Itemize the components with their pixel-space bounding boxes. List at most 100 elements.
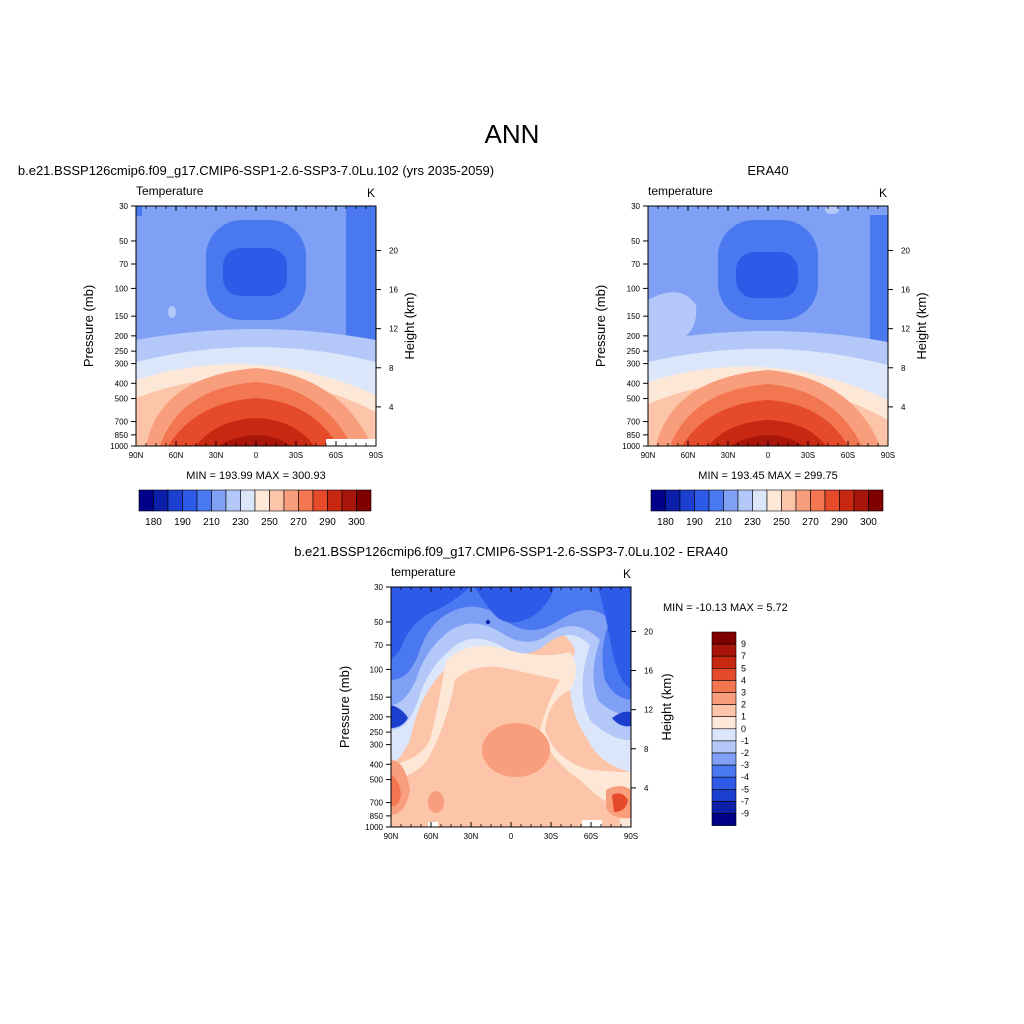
x-tick-label: 0 (254, 451, 259, 460)
main-title: ANN (485, 119, 540, 149)
colorbar-label: 5 (741, 663, 746, 673)
y-tick-label: 150 (370, 693, 384, 702)
colorbar-swatch (708, 489, 724, 512)
colorbar-label: -2 (741, 748, 749, 758)
colorbar-label: 3 (741, 688, 746, 698)
x-tick-label: 90N (641, 451, 656, 460)
colorbar-swatch (711, 788, 737, 802)
x-tick-label: 60N (424, 832, 439, 841)
x-tick-label: 90N (129, 451, 144, 460)
x-tick-label: 90S (369, 451, 383, 460)
colorbar-swatch (868, 489, 884, 512)
panel-title: ERA40 (747, 163, 788, 178)
colorbar-label: 290 (319, 517, 336, 528)
height-tick-label: 4 (901, 403, 906, 412)
colorbar-swatch (824, 489, 840, 512)
x-tick-label: 30N (464, 832, 479, 841)
height-tick-label: 12 (389, 325, 398, 334)
y-tick-label: 250 (115, 347, 129, 356)
panel-model: b.e21.BSSP126cmip6.f09_g17.CMIP6-SSP1-2.… (18, 163, 494, 528)
colorbar-swatch (711, 643, 737, 657)
y-tick-label: 100 (627, 284, 641, 293)
y-tick-label: 700 (115, 418, 129, 427)
colorbar-swatch (196, 489, 212, 512)
colorbar-swatch (853, 489, 869, 512)
panel-title: b.e21.BSSP126cmip6.f09_g17.CMIP6-SSP1-2.… (294, 544, 728, 559)
colorbar-label: -9 (741, 809, 749, 819)
colorbar-label: 250 (261, 517, 278, 528)
height-tick-label: 4 (389, 403, 394, 412)
colorbar-swatch (225, 489, 241, 512)
colorbar-swatch (711, 740, 737, 754)
colorbar-swatch (138, 489, 154, 512)
y-tick-label: 200 (115, 332, 129, 341)
colorbar-swatch (711, 704, 737, 717)
contour-field (391, 587, 631, 827)
y-tick-label: 300 (370, 741, 384, 750)
height-tick-label: 8 (389, 364, 394, 373)
axes: 90N 60N 30N 0 30S 60S 90S 30 50 70 100 150 200 250 300… (365, 583, 653, 841)
colorbar-label: 7 (741, 651, 746, 661)
colorbar-swatch (711, 776, 737, 790)
panel-units-label: K (623, 567, 631, 581)
min-max-label: MIN = 193.99 MAX = 300.93 (186, 470, 325, 482)
axes: 90N 60N 30N 0 30S 60S 90S 30 50 70 100 150 200 250 300… (110, 202, 398, 460)
colorbar-swatch (711, 655, 737, 669)
min-max-label: MIN = -10.13 MAX = 5.72 (663, 602, 788, 614)
colorbar-label: 210 (203, 517, 220, 528)
colorbar-label: 2 (741, 700, 746, 710)
y-tick-label: 500 (115, 395, 129, 404)
colorbar-swatch (781, 489, 797, 512)
y-tick-label: 1000 (622, 442, 640, 451)
colorbar-swatch (167, 489, 183, 512)
colorbar-swatch (711, 680, 737, 693)
colorbar-label: -3 (741, 760, 749, 770)
y-tick-label: 1000 (365, 823, 383, 832)
panel-difference: b.e21.BSSP126cmip6.f09_g17.CMIP6-SSP1-2.… (294, 544, 788, 841)
colorbar-swatch (723, 489, 739, 512)
colorbar-swatch (839, 489, 855, 512)
height-tick-label: 4 (644, 784, 649, 793)
y-tick-label: 100 (370, 665, 384, 674)
colorbar-swatch (711, 813, 737, 826)
panel-title: b.e21.BSSP126cmip6.f09_g17.CMIP6-SSP1-2.… (18, 163, 494, 178)
y-tick-label: 400 (115, 379, 129, 388)
colorbar-swatch (711, 801, 737, 814)
colorbar-label: 250 (773, 517, 790, 528)
colorbar-swatch (679, 489, 695, 512)
height-tick-label: 20 (389, 246, 398, 255)
y-tick-label: 30 (119, 202, 128, 211)
colorbar-swatch (298, 489, 314, 512)
height-tick-label: 12 (644, 706, 653, 715)
height-tick-label: 16 (644, 667, 653, 676)
x-tick-label: 30N (721, 451, 736, 460)
y-tick-label: 500 (370, 776, 384, 785)
colorbar-swatch (240, 489, 256, 512)
y-tick-label: 50 (374, 618, 383, 627)
x-tick-label: 90N (384, 832, 399, 841)
x-tick-label: 60N (681, 451, 696, 460)
colorbar-swatch (650, 489, 666, 512)
colorbar-swatch (711, 667, 737, 681)
colorbar-label: 1 (741, 712, 746, 722)
colorbar: 180 190 210 230 250 270 290 300 (138, 489, 372, 528)
x-tick-label: 90S (881, 451, 895, 460)
height-tick-label: 8 (901, 364, 906, 373)
colorbar-swatch (694, 489, 710, 512)
colorbar-label: 270 (290, 517, 307, 528)
x-tick-label: 30S (289, 451, 303, 460)
axes: 90N 60N 30N 0 30S 60S 90S 30 50 70 100 150 200 250 300… (622, 202, 910, 460)
colorbar-label: 290 (831, 517, 848, 528)
y-tick-label: 400 (627, 379, 641, 388)
height-tick-label: 16 (901, 286, 910, 295)
colorbar-label: -5 (741, 784, 749, 794)
panel-left-label: temperature (648, 184, 713, 198)
y-tick-label: 50 (119, 237, 128, 246)
colorbar-swatch (711, 752, 737, 766)
colorbar-label: -4 (741, 772, 749, 782)
colorbar-swatch (766, 489, 782, 512)
y-tick-label: 300 (115, 360, 129, 369)
contour-field (648, 206, 888, 446)
colorbar-swatch (356, 489, 372, 512)
